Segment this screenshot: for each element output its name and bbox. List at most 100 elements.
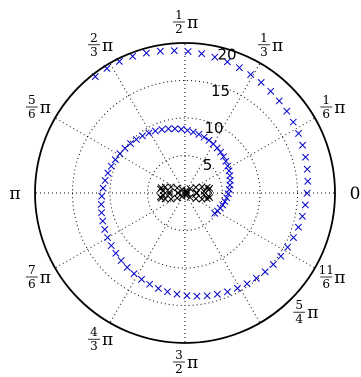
data-series (91, 47, 312, 300)
marker-stroke (213, 144, 221, 152)
series-1-point (283, 107, 291, 115)
theta-tick-numerator: 1 (260, 31, 268, 45)
theta-tick-denominator: 3 (90, 339, 98, 353)
theta-tick-denominator: 6 (322, 277, 330, 291)
theta-tick-pi: π (307, 303, 318, 323)
marker-stroke (200, 133, 208, 141)
series-1-point (98, 192, 106, 200)
grid-spoke (54, 117, 186, 194)
series-1-point (101, 176, 109, 185)
theta-tick-text: 0 (350, 184, 361, 204)
series-1-point (213, 290, 221, 298)
marker-stroke (235, 64, 243, 72)
theta-tick-pi: π (334, 98, 345, 118)
series-1-point (126, 139, 135, 148)
marker-stroke (186, 193, 194, 201)
marker-stroke (283, 107, 291, 115)
series-1-point (225, 167, 233, 175)
marker-stroke (200, 187, 208, 195)
marker-stroke (107, 242, 115, 250)
series-1-point (211, 53, 219, 61)
marker-stroke (170, 47, 178, 55)
series-1-point (233, 284, 241, 292)
marker-stroke (219, 201, 227, 209)
theta-tick-pi: π (334, 268, 345, 288)
marker-stroke (192, 195, 200, 203)
series-1-point (275, 97, 283, 105)
r-tick-label: 15 (211, 82, 230, 100)
marker-stroke (192, 189, 201, 198)
theta-tick-denominator: 6 (322, 107, 330, 121)
series-1-point (289, 118, 297, 126)
marker-stroke (252, 274, 260, 282)
theta-tick-pi: π (187, 353, 198, 373)
marker-stroke (161, 183, 169, 191)
grid-spoke (54, 192, 186, 269)
marker-stroke (267, 87, 275, 95)
marker-stroke (209, 140, 217, 148)
theta-tick-label: 12 π (173, 8, 198, 36)
theta-tick-label: 116 π (319, 263, 346, 291)
marker-stroke (221, 198, 229, 206)
series-1-point (247, 71, 255, 79)
theta-tick-denominator: 3 (90, 45, 98, 59)
marker-stroke (101, 176, 109, 185)
r-tick-label: 5 (203, 156, 213, 174)
marker-stroke (154, 284, 162, 292)
marker-stroke (145, 129, 153, 137)
series-1-point (277, 252, 285, 260)
series-1-point (224, 190, 232, 198)
theta-tick-label: 0 (350, 184, 361, 204)
series-1-point (184, 47, 192, 56)
marker-stroke (158, 125, 166, 134)
series-1-point (257, 78, 265, 87)
marker-stroke (167, 195, 175, 203)
series-2-point (186, 193, 194, 201)
grid-spoke (109, 192, 186, 324)
marker-stroke (123, 263, 131, 271)
series-2-point (165, 188, 173, 196)
marker-stroke (203, 183, 211, 191)
marker-stroke (223, 58, 231, 66)
series-1-point (205, 136, 213, 144)
series-1-point (132, 135, 140, 143)
series-1-point (137, 275, 146, 283)
theta-tick-numerator: 7 (28, 263, 36, 277)
series-1-point (164, 125, 173, 133)
marker-stroke (184, 47, 192, 56)
theta-tick-pi: π (40, 98, 51, 118)
theta-tick-pi: π (40, 268, 51, 288)
marker-stroke (301, 201, 309, 209)
series-1-point (193, 292, 201, 300)
marker-stroke (182, 187, 190, 195)
theta-tick-label: 32 π (173, 348, 198, 376)
marker-stroke (192, 188, 201, 197)
marker-stroke (99, 217, 107, 225)
marker-stroke (151, 127, 159, 135)
marker-stroke (163, 288, 172, 296)
grid-circle (147, 155, 223, 231)
series-1-point (301, 153, 310, 161)
series-1-point (267, 87, 275, 95)
marker-stroke (189, 128, 197, 136)
series-2-point (165, 190, 173, 198)
series-1-point (183, 126, 191, 134)
theta-tick-text: π (9, 184, 20, 204)
series-2-point (198, 195, 206, 203)
marker-stroke (198, 195, 206, 203)
marker-stroke (298, 212, 306, 220)
marker-stroke (104, 234, 112, 242)
marker-stroke (167, 183, 175, 191)
marker-stroke (129, 52, 137, 60)
series-1-point (235, 64, 243, 72)
theta-tick-denominator: 6 (28, 277, 36, 291)
marker-stroke (186, 185, 194, 193)
series-1-point (107, 162, 115, 170)
series-2-point (200, 187, 208, 195)
marker-stroke (178, 192, 186, 200)
series-2-point (167, 183, 175, 191)
marker-stroke (173, 194, 181, 202)
series-1-point (104, 234, 112, 242)
series-1-point (217, 148, 225, 156)
